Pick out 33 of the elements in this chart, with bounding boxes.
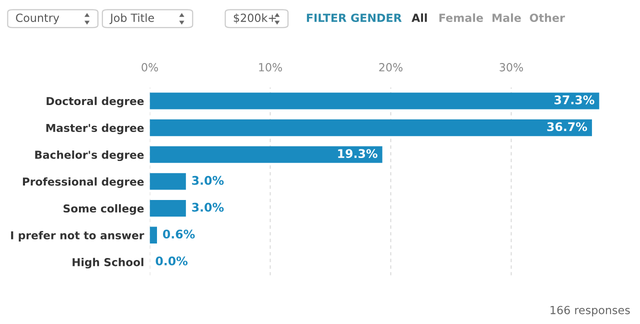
text: Male <box>492 13 521 22</box>
bar <box>150 173 186 190</box>
y-tick-label: Some college <box>64 204 144 215</box>
data-label: 3.0% <box>192 176 224 185</box>
x-tick-label: 0% <box>142 63 158 72</box>
y-tick-label: Bachelor's degree <box>35 150 144 162</box>
bar <box>150 226 157 244</box>
text: Other <box>530 13 565 22</box>
x-tick-label: 10% <box>259 63 282 72</box>
bar <box>150 119 592 136</box>
data-label: 36.7% <box>547 122 588 132</box>
bar <box>150 200 186 217</box>
x-tick-label: 30% <box>500 63 523 72</box>
data-label: 37.3% <box>554 95 594 104</box>
y-tick-label: I prefer not to answer <box>11 231 144 242</box>
text: $200k+ <box>234 13 276 24</box>
text: Country <box>16 14 60 24</box>
x-tick-label: 20% <box>379 63 402 72</box>
y-tick-label: Doctoral degree <box>46 96 144 108</box>
bar <box>150 92 600 110</box>
y-tick-label: Professional degree <box>22 177 144 188</box>
y-tick-label: High School <box>72 258 144 268</box>
bar <box>150 146 382 163</box>
y-tick-label: Master's degree <box>46 124 144 134</box>
text: Job Title <box>110 13 154 24</box>
text: 166 responses <box>550 306 630 316</box>
data-label: 19.3% <box>338 149 378 158</box>
data-label: 0.0% <box>156 256 188 266</box>
text: Female <box>439 13 483 22</box>
text: FILTER GENDER <box>306 14 402 22</box>
data-label: 0.6% <box>162 230 195 239</box>
data-label: 3.0% <box>192 202 224 212</box>
text: All <box>412 13 427 22</box>
